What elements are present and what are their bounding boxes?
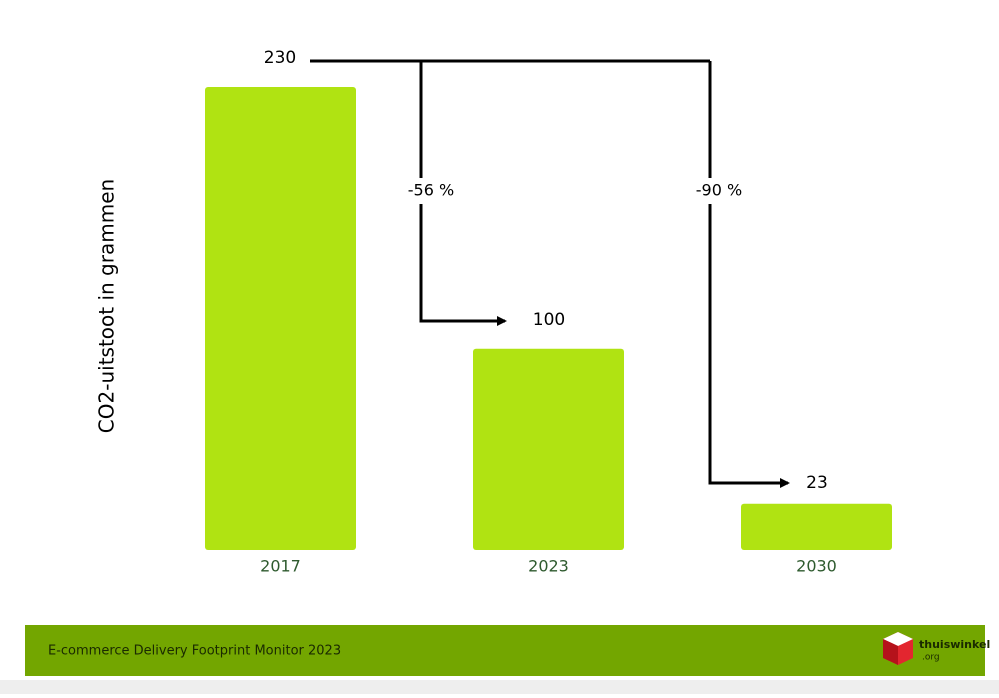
plot: 2017 230 2023 100 2030 23 [205, 48, 892, 576]
annotation-bg [690, 178, 748, 204]
value-label: 230 [264, 48, 296, 68]
annotation-bg [402, 178, 460, 204]
x-tick-label: 2017 [260, 557, 301, 576]
bar [473, 348, 624, 550]
footer-bar [25, 625, 985, 676]
arrow [708, 61, 790, 488]
x-tick-label: 2023 [528, 557, 569, 576]
annotation: -90 % [696, 181, 742, 200]
bottom-strip [0, 680, 999, 694]
value-label: 23 [806, 473, 828, 493]
y-axis-label: CO2-uitstoot in grammen [95, 179, 119, 433]
footer-title: E-commerce Delivery Footprint Monitor 20… [48, 644, 341, 659]
logo: thuiswinkel .org [883, 632, 990, 665]
value-label: 100 [533, 310, 565, 330]
x-tick-label: 2030 [796, 557, 837, 576]
bar [205, 87, 356, 550]
annotation: -56 % [408, 181, 454, 200]
logo-name: thuiswinkel [919, 638, 990, 651]
bar [741, 503, 892, 550]
arrow [419, 61, 507, 326]
logo-suffix: .org [922, 653, 940, 663]
